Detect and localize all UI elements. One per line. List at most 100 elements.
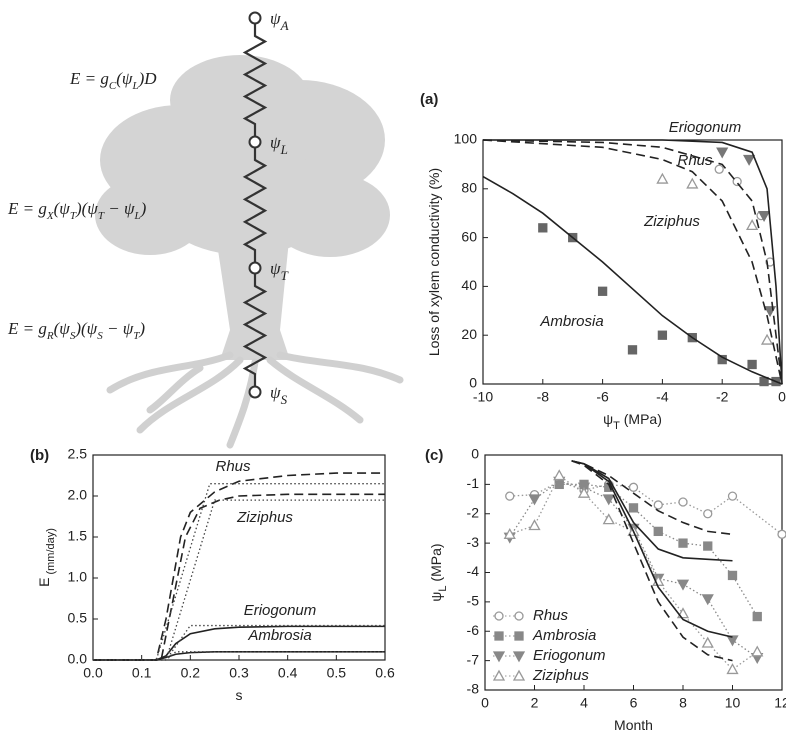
- annotation: Ziziphus: [236, 509, 293, 526]
- series-line: [93, 493, 385, 661]
- annotation: Rhus: [215, 458, 251, 475]
- legend-label: Ambrosia: [532, 627, 596, 644]
- y-axis-label-part: L: [437, 585, 449, 591]
- x-tick-label: -4: [656, 389, 669, 405]
- resistor: [242, 148, 268, 262]
- x-tick-label: 6: [630, 695, 638, 711]
- legend-label: Eriogonum: [533, 647, 606, 664]
- node: [248, 385, 262, 399]
- annotation: Eriogonum: [244, 602, 317, 619]
- annotation: Rhus: [677, 152, 713, 169]
- equation-part: )(ψ: [74, 319, 97, 338]
- marker: [727, 570, 738, 581]
- x-tick-label: 0.1: [132, 665, 152, 681]
- y-tick-label: -2: [467, 504, 480, 520]
- equation: E = gX(ψT)(ψT − ψL): [7, 199, 147, 222]
- series-line: [482, 139, 783, 385]
- x-tick-label: -6: [596, 389, 609, 405]
- marker: [703, 541, 713, 551]
- marker: [602, 494, 615, 506]
- x-tick-label: 0.5: [327, 665, 347, 681]
- series-line: [571, 460, 733, 662]
- equation-part: (ψ: [54, 319, 71, 338]
- series-line: [482, 139, 783, 385]
- marker: [627, 345, 638, 355]
- equation: E = gR(ψS)(ψS − ψT): [7, 319, 145, 342]
- y-tick-label: -5: [467, 593, 480, 609]
- equation-part: L: [131, 80, 138, 92]
- marker: [678, 497, 688, 507]
- node-label: ψT: [270, 259, 289, 284]
- annotation: Ziziphus: [643, 213, 700, 230]
- series-line: [93, 624, 385, 661]
- marker: [716, 147, 729, 159]
- equation-part: )D: [138, 69, 158, 88]
- marker: [653, 500, 663, 510]
- x-tick-label: 10: [725, 695, 741, 711]
- legend-marker: [512, 651, 526, 663]
- marker: [714, 164, 724, 174]
- legend-marker: [492, 651, 506, 663]
- x-tick-label: 0: [778, 389, 786, 405]
- legend-marker: [514, 611, 524, 621]
- x-axis-label-part: T: [613, 420, 620, 432]
- marker: [686, 177, 699, 189]
- legend-marker: [494, 631, 504, 641]
- y-axis-label: ψL (MPa): [428, 543, 449, 601]
- node-label-part: L: [280, 142, 288, 157]
- panel-label: (c): [425, 447, 443, 464]
- x-axis-label: ψT (MPa): [603, 411, 662, 432]
- marker: [703, 509, 713, 519]
- marker: [653, 526, 663, 537]
- marker: [628, 503, 639, 513]
- x-tick-label: 4: [580, 695, 588, 711]
- x-tick-label: -2: [716, 389, 729, 405]
- node: [248, 11, 262, 25]
- x-axis-label: s: [236, 687, 243, 703]
- equation-part: ): [138, 319, 145, 338]
- node-label-part: S: [281, 392, 288, 407]
- y-tick-label: -6: [467, 622, 480, 638]
- marker: [732, 176, 742, 187]
- marker: [747, 359, 757, 370]
- annotation: Eriogonum: [669, 119, 742, 136]
- marker: [656, 172, 669, 184]
- marker: [628, 482, 639, 492]
- plot-frame: [92, 454, 386, 661]
- marker: [528, 519, 541, 531]
- node-label: ψL: [270, 133, 288, 158]
- y-axis-label-part: E: [36, 578, 52, 587]
- equation-part: E = g: [7, 199, 47, 218]
- annotation: Ambrosia: [539, 313, 603, 330]
- equation-part: E = g: [7, 319, 47, 338]
- marker: [676, 607, 690, 619]
- equation-part: − ψ: [103, 319, 134, 338]
- marker: [701, 636, 714, 648]
- series-line: [559, 483, 758, 617]
- marker: [727, 491, 738, 501]
- x-tick-label: 0.0: [83, 665, 103, 681]
- series-line: [509, 480, 758, 659]
- marker: [726, 663, 739, 675]
- equation-part: S: [97, 330, 103, 342]
- marker: [759, 376, 769, 387]
- marker: [553, 469, 566, 481]
- x-tick-label: 2: [531, 695, 539, 711]
- series-line: [482, 175, 783, 385]
- equation-part: C: [109, 80, 117, 92]
- node: [248, 135, 262, 149]
- y-tick-label: -3: [467, 534, 480, 550]
- legend-label: Ziziphus: [532, 667, 589, 684]
- node-label-part: ψ: [270, 259, 281, 278]
- node: [248, 261, 262, 275]
- equation-part: T: [133, 330, 140, 342]
- legend-label: Rhus: [533, 607, 569, 624]
- y-tick-label: 100: [454, 131, 478, 147]
- annotation: Ambrosia: [247, 627, 311, 644]
- equation-part: T: [70, 210, 77, 222]
- y-axis-label: E (mm/day): [36, 528, 57, 587]
- legend-marker: [512, 669, 526, 681]
- panel-label: (b): [30, 447, 49, 464]
- x-axis-label: Month: [614, 717, 653, 733]
